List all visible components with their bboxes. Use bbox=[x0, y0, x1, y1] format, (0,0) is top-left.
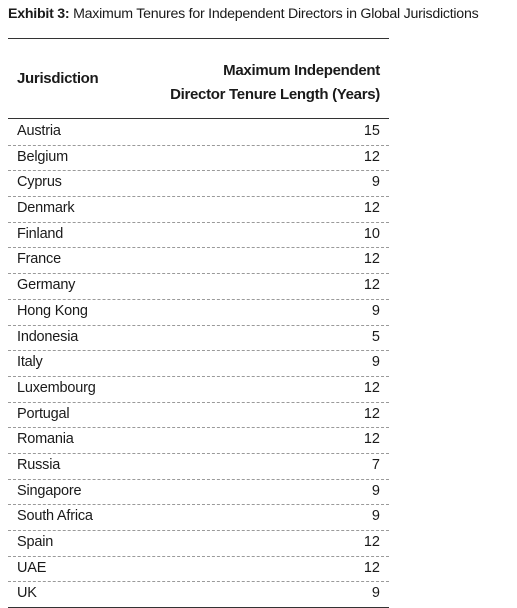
tenure-years-cell: 9 bbox=[371, 482, 380, 499]
header-jurisdiction: Jurisdiction bbox=[17, 70, 99, 87]
jurisdiction-cell: Singapore bbox=[17, 482, 82, 499]
tenure-years-cell: 12 bbox=[363, 559, 380, 576]
table-row: South Africa 9 bbox=[8, 505, 389, 531]
tenure-years-cell: 12 bbox=[363, 534, 380, 550]
tenure-years-cell: 12 bbox=[363, 379, 380, 396]
tenure-years-cell: 9 bbox=[371, 354, 380, 371]
jurisdiction-cell: South Africa bbox=[17, 508, 93, 525]
tenure-years-cell: 10 bbox=[363, 225, 380, 242]
jurisdiction-cell: UK bbox=[17, 585, 37, 602]
jurisdiction-cell: Hong Kong bbox=[17, 302, 88, 319]
tenure-table: Jurisdiction Maximum Independent Directo… bbox=[8, 38, 389, 608]
jurisdiction-cell: Spain bbox=[17, 534, 54, 550]
table-row: Russia 7 bbox=[8, 454, 389, 480]
table-row: Singapore 9 bbox=[8, 480, 389, 506]
jurisdiction-cell: Italy bbox=[17, 354, 43, 371]
table-row: Spain 12 bbox=[8, 531, 389, 557]
tenure-years-cell: 9 bbox=[371, 508, 380, 525]
table-row: Romania 12 bbox=[8, 428, 389, 454]
table-row: Austria 15 bbox=[8, 120, 389, 146]
exhibit-title: Exhibit 3: Maximum Tenures for Independe… bbox=[8, 6, 479, 22]
table-row: UAE 12 bbox=[8, 557, 389, 583]
jurisdiction-cell: Cyprus bbox=[17, 174, 62, 191]
jurisdiction-cell: Indonesia bbox=[17, 328, 79, 345]
tenure-years-cell: 5 bbox=[371, 328, 380, 345]
table-row: Denmark 12 bbox=[8, 197, 389, 223]
tenure-years-cell: 12 bbox=[363, 405, 380, 422]
table-row: Indonesia 5 bbox=[8, 326, 389, 352]
tenure-years-cell: 12 bbox=[363, 200, 380, 217]
table-row: Luxembourg 12 bbox=[8, 377, 389, 403]
table-row: UK 9 bbox=[8, 582, 389, 608]
jurisdiction-cell: Luxembourg bbox=[17, 379, 96, 396]
table-row: Finland 10 bbox=[8, 223, 389, 249]
header-tenure-line2: Director Tenure Length (Years) bbox=[170, 86, 380, 103]
exhibit-number: Exhibit 3: bbox=[8, 6, 70, 22]
tenure-years-cell: 12 bbox=[363, 431, 380, 448]
tenure-years-cell: 7 bbox=[371, 456, 380, 473]
header-tenure-line1: Maximum Independent bbox=[223, 62, 380, 79]
jurisdiction-cell: Russia bbox=[17, 456, 61, 473]
tenure-years-cell: 12 bbox=[363, 277, 380, 294]
tenure-years-cell: 9 bbox=[371, 302, 380, 319]
tenure-years-cell: 15 bbox=[363, 123, 380, 139]
jurisdiction-cell: Austria bbox=[17, 123, 61, 139]
jurisdiction-cell: France bbox=[17, 251, 61, 268]
header-tenure: Maximum Independent Director Tenure Leng… bbox=[170, 59, 380, 107]
tenure-years-cell: 9 bbox=[371, 174, 380, 191]
tenure-years-cell: 12 bbox=[363, 251, 380, 268]
table-header: Jurisdiction Maximum Independent Directo… bbox=[8, 39, 389, 119]
table-row: Cyprus 9 bbox=[8, 171, 389, 198]
tenure-years-cell: 9 bbox=[371, 585, 380, 602]
jurisdiction-cell: Germany bbox=[17, 277, 76, 294]
table-top-rule bbox=[8, 38, 389, 39]
jurisdiction-cell: Belgium bbox=[17, 148, 68, 165]
jurisdiction-cell: Portugal bbox=[17, 405, 70, 422]
jurisdiction-cell: Romania bbox=[17, 431, 74, 448]
exhibit-title-text: Maximum Tenures for Independent Director… bbox=[73, 6, 479, 22]
jurisdiction-cell: UAE bbox=[17, 559, 47, 576]
table-row: Portugal 12 bbox=[8, 403, 389, 429]
table-row: Belgium 12 bbox=[8, 146, 389, 172]
tenure-years-cell: 12 bbox=[363, 148, 380, 165]
jurisdiction-cell: Finland bbox=[17, 225, 64, 242]
table-row: Germany 12 bbox=[8, 274, 389, 300]
jurisdiction-cell: Denmark bbox=[17, 200, 75, 217]
table-row: Hong Kong 9 bbox=[8, 300, 389, 326]
table-row: France 12 bbox=[8, 248, 389, 275]
table-body: Austria 15 Belgium 12 Cyprus 9 Denmark 12 Finlan… bbox=[8, 120, 389, 608]
table-row: Italy 9 bbox=[8, 351, 389, 377]
